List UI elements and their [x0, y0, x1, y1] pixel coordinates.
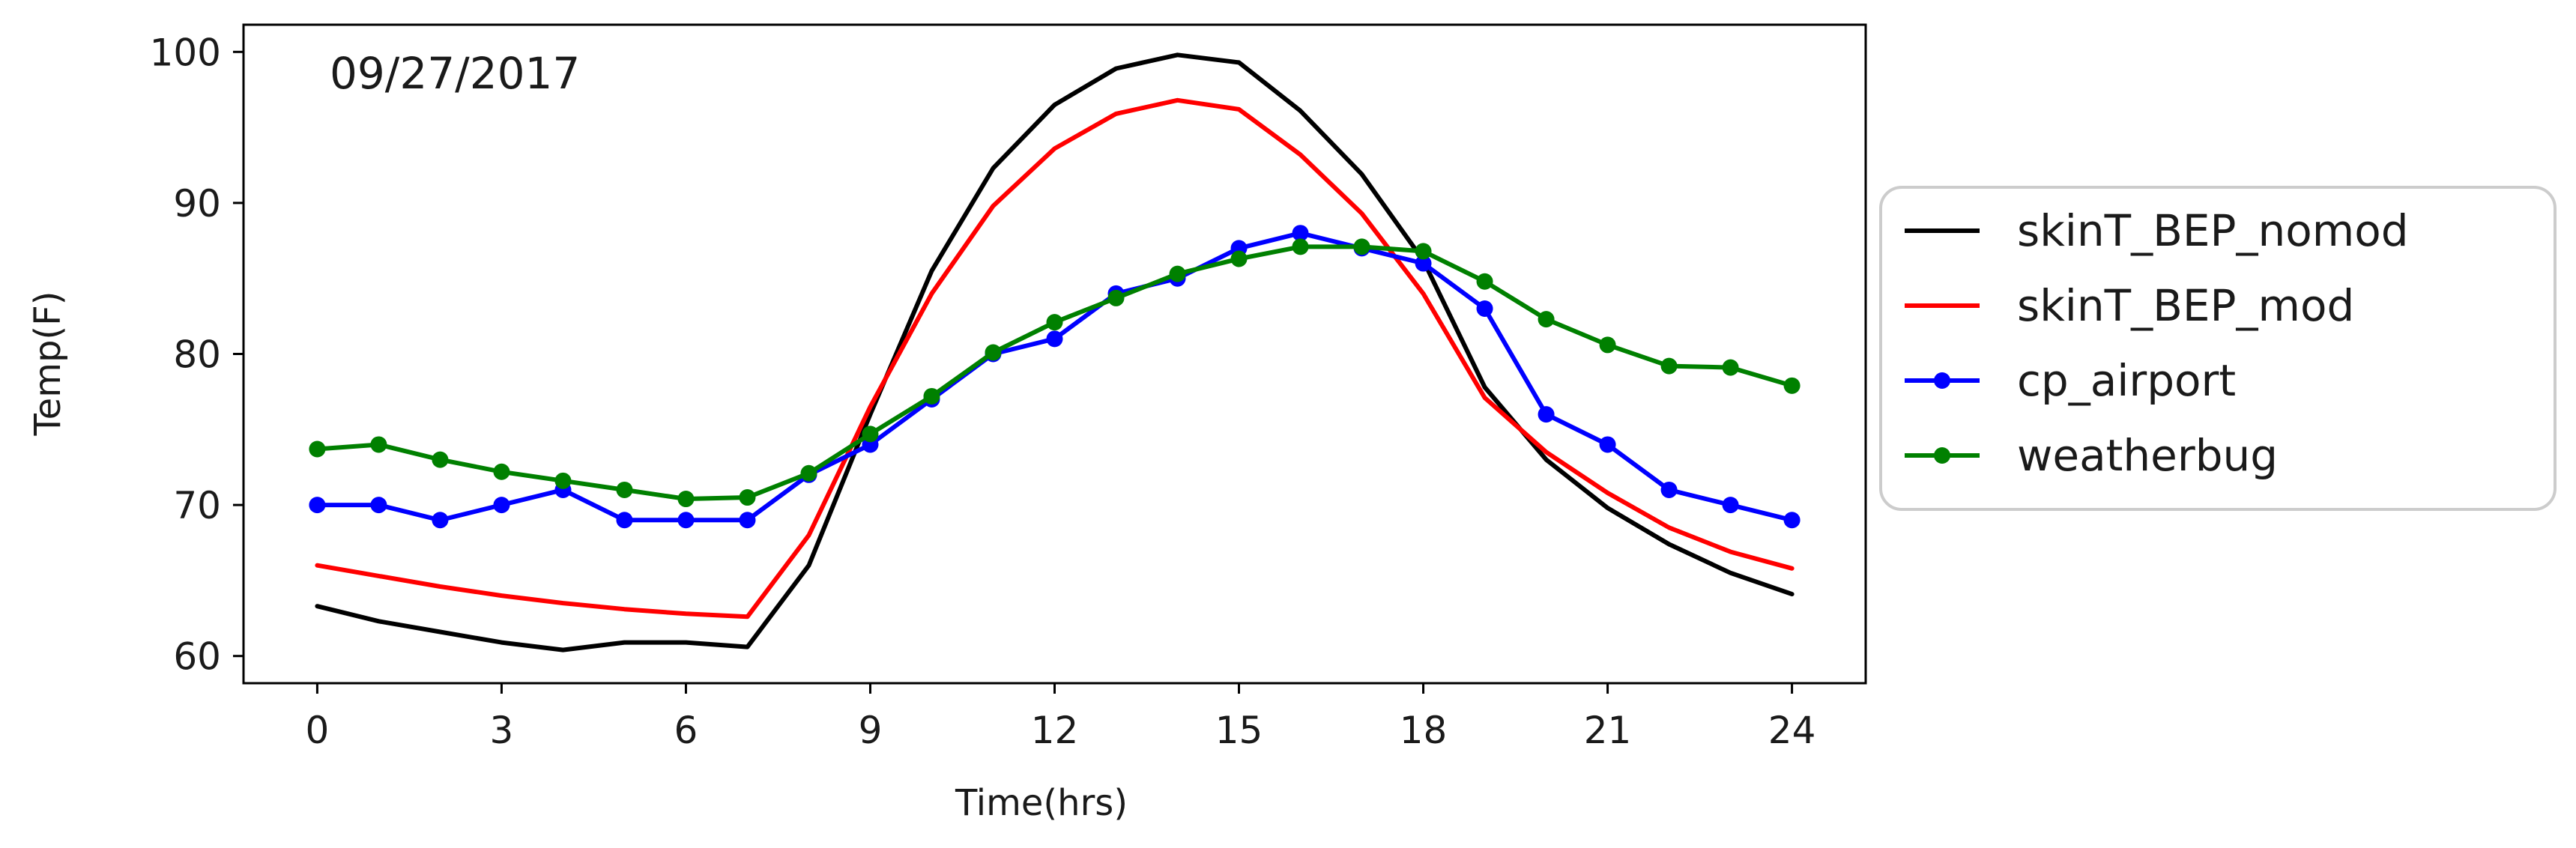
data-point-cp-airport — [677, 512, 695, 529]
data-point-weatherbug — [1722, 359, 1739, 376]
legend-label-skint-bep-nomod: skinT_BEP_nomod — [2017, 205, 2409, 256]
series-line-skint-bep-mod — [315, 97, 1795, 620]
y-axis-title: Temp(F) — [27, 291, 69, 437]
y-tick-label: 90 — [173, 182, 221, 225]
data-point-cp-airport — [616, 512, 633, 529]
x-tick-label: 24 — [1768, 709, 1816, 752]
data-point-weatherbug — [1107, 289, 1125, 306]
series-line-weatherbug — [315, 244, 1795, 501]
x-tick-label: 3 — [490, 709, 514, 752]
data-point-weatherbug — [1230, 250, 1248, 267]
y-tick-label: 70 — [173, 484, 221, 527]
data-point-weatherbug — [432, 451, 449, 468]
x-axis-title: Time(hrs) — [955, 782, 1128, 824]
data-point-cp-airport — [1660, 481, 1678, 498]
data-point-cp-airport — [1599, 436, 1616, 453]
data-point-cp-airport — [432, 512, 449, 529]
data-point-cp-airport — [1292, 225, 1309, 242]
x-tick-label: 0 — [306, 709, 330, 752]
data-point-cp-airport — [493, 497, 510, 514]
legend-label-skint-bep-mod: skinT_BEP_mod — [2017, 280, 2354, 331]
data-point-weatherbug — [677, 491, 695, 508]
legend-box — [1879, 186, 2557, 511]
data-point-weatherbug — [800, 464, 817, 482]
data-point-weatherbug — [739, 489, 756, 506]
x-tick-label: 18 — [1400, 709, 1448, 752]
data-point-weatherbug — [1599, 336, 1616, 354]
data-point-weatherbug — [1476, 273, 1493, 290]
x-tick-label: 9 — [859, 709, 883, 752]
series-line-skint-bep-nomod — [315, 52, 1795, 652]
data-point-weatherbug — [1783, 377, 1801, 394]
data-point-weatherbug — [370, 436, 387, 453]
plot-frame — [242, 23, 1867, 685]
data-point-cp-airport — [1722, 497, 1739, 514]
chart-date-annotation: 09/27/2017 — [330, 48, 580, 99]
data-point-cp-airport — [370, 497, 387, 514]
data-point-weatherbug — [1660, 357, 1678, 375]
data-point-cp-airport — [1783, 512, 1801, 529]
data-point-cp-airport — [309, 497, 326, 514]
data-point-weatherbug — [1415, 243, 1432, 260]
data-point-cp-airport — [1415, 255, 1432, 272]
data-point-cp-airport — [739, 512, 756, 529]
data-point-weatherbug — [1353, 238, 1370, 255]
data-point-weatherbug — [985, 344, 1002, 361]
data-point-weatherbug — [493, 463, 510, 480]
data-point-weatherbug — [1292, 238, 1309, 255]
x-tick-label: 12 — [1031, 709, 1079, 752]
data-point-cp-airport — [1538, 406, 1555, 423]
y-tick-label: 60 — [173, 635, 221, 679]
data-point-weatherbug — [923, 387, 940, 405]
data-point-cp-airport — [1046, 330, 1063, 348]
data-point-weatherbug — [1538, 311, 1555, 328]
data-point-weatherbug — [1046, 314, 1063, 331]
legend-label-cp-airport: cp_airport — [2017, 355, 2236, 406]
legend-marker-weatherbug — [1934, 447, 1950, 464]
legend-marker-cp-airport — [1934, 372, 1950, 389]
y-tick-label: 80 — [173, 333, 221, 377]
y-tick-label: 100 — [150, 31, 221, 74]
data-point-weatherbug — [554, 472, 572, 489]
data-point-weatherbug — [1169, 265, 1186, 282]
x-tick-label: 15 — [1215, 709, 1263, 752]
data-point-weatherbug — [309, 440, 326, 458]
data-point-cp-airport — [1476, 300, 1493, 318]
data-point-weatherbug — [616, 481, 633, 498]
data-point-weatherbug — [862, 425, 879, 443]
x-tick-label: 6 — [674, 709, 698, 752]
x-tick-label: 21 — [1584, 709, 1632, 752]
legend-label-weatherbug: weatherbug — [2017, 430, 2278, 481]
